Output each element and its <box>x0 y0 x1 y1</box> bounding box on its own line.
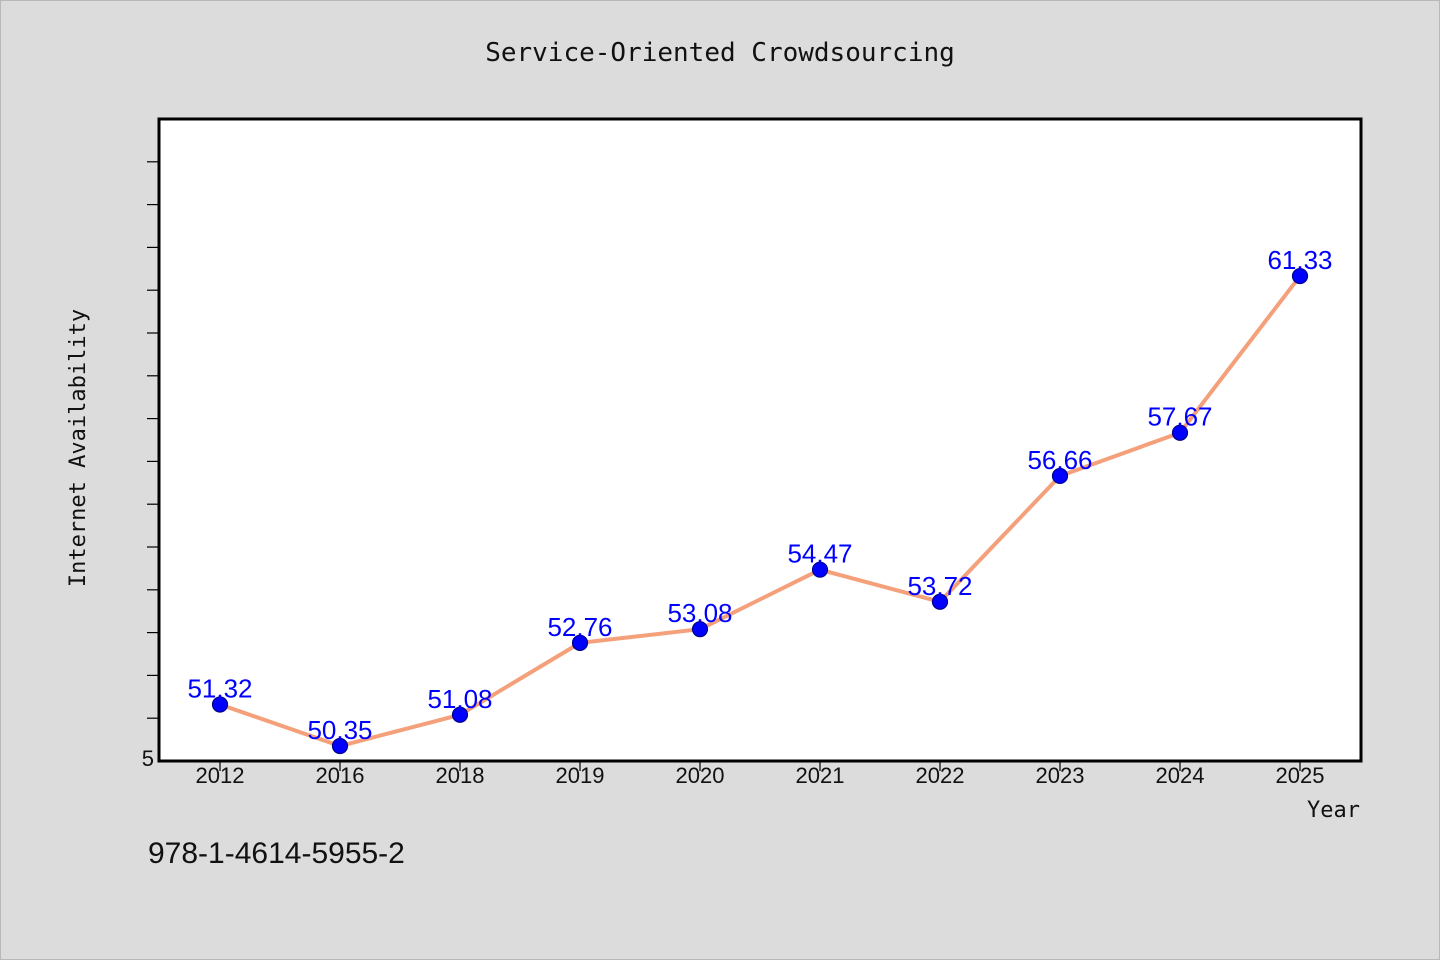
series-line <box>218 274 1302 749</box>
data-value-label: 56.66 <box>1027 445 1092 475</box>
data-value-label: 61.33 <box>1267 245 1332 275</box>
x-tick-label: 2022 <box>916 763 965 788</box>
data-value-label: 51.32 <box>187 674 252 704</box>
x-tick-label: 2024 <box>1156 763 1205 788</box>
x-tick-label: 2020 <box>676 763 725 788</box>
data-value-label: 52.76 <box>547 612 612 642</box>
y-axis-label: Internet Availability <box>66 309 91 587</box>
data-labels: 51.32 50.35 51.08 52.76 53.08 54.47 53.72 56.66… <box>187 245 1332 745</box>
x-tick-label: 2016 <box>316 763 365 788</box>
chart-title: Service-Oriented Crowdsourcing <box>485 38 955 68</box>
data-point-marker <box>331 737 349 755</box>
data-point-marker <box>1051 467 1069 485</box>
data-value-label: 51.08 <box>427 684 492 714</box>
data-point-marker <box>211 696 229 713</box>
y-axis-ticks: 5 <box>142 161 159 771</box>
y-tick-label: 5 <box>142 746 154 771</box>
data-point-marker <box>1291 267 1309 285</box>
data-point-marker <box>691 621 709 638</box>
x-axis-ticks: 2012 2016 2018 2019 2020 2021 2022 2023 2024 2025 <box>196 761 1325 788</box>
series-line-group <box>218 274 1302 749</box>
data-point-marker <box>1171 424 1189 441</box>
data-point-marker <box>811 561 829 578</box>
data-point-marker <box>571 634 589 651</box>
x-tick-label: 2025 <box>1276 763 1325 788</box>
data-value-label: 53.72 <box>907 571 972 601</box>
data-point-marker <box>451 706 469 723</box>
data-markers <box>211 267 1309 755</box>
x-tick-label: 2023 <box>1036 763 1085 788</box>
isbn-footer-text: 978-1-4614-5955-2 <box>148 837 405 870</box>
x-tick-label: 2012 <box>196 763 245 788</box>
x-tick-label: 2021 <box>796 763 845 788</box>
x-axis-label: Year <box>1307 798 1360 823</box>
data-value-label: 50.35 <box>307 715 372 745</box>
data-value-label: 53.08 <box>667 598 732 628</box>
x-tick-label: 2018 <box>436 763 485 788</box>
data-value-label: 54.47 <box>787 539 852 569</box>
x-tick-label: 2019 <box>556 763 605 788</box>
data-point-marker <box>931 593 949 610</box>
data-value-label: 57.67 <box>1147 402 1212 432</box>
